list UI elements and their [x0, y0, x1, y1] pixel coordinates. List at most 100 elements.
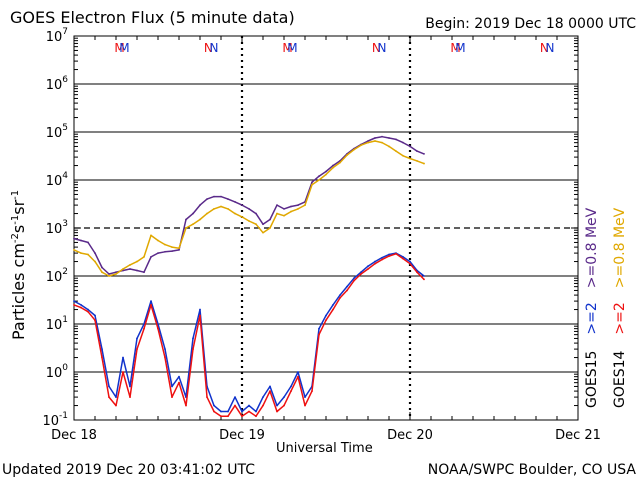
series-point-1-33 [304, 204, 306, 206]
series-point-0-35 [318, 175, 320, 178]
series-point-3-18 [199, 314, 201, 317]
series-point-2-38 [339, 294, 341, 297]
series-point-0-15 [178, 248, 180, 251]
series-point-3-47 [402, 257, 404, 260]
series-point-3-12 [157, 327, 159, 330]
legend-entry-1-0: >=2 [612, 302, 628, 334]
series-point-2-26 [255, 410, 257, 413]
series-point-0-1 [80, 239, 82, 242]
y-tick-label-2: 101 [46, 315, 68, 333]
svg-text:Particles cm-2s-1sr-1: Particles cm-2s-1sr-1 [9, 190, 28, 340]
y-tick-label-6: 105 [46, 123, 68, 141]
series-point-2-40 [353, 277, 355, 280]
series-point-2-7 [122, 356, 124, 359]
series-point-3-15 [178, 381, 180, 384]
series-point-1-22 [227, 207, 229, 210]
series-point-1-47 [402, 154, 404, 157]
series-point-3-43 [374, 262, 376, 265]
m-marker-1-1: M [287, 41, 297, 55]
series-point-0-12 [157, 252, 159, 254]
legend-group-label-1: GOES14 [612, 350, 628, 408]
series-point-3-5 [108, 396, 110, 398]
series-point-0-17 [192, 212, 194, 215]
series-point-3-24 [241, 415, 243, 418]
series-point-2-27 [262, 396, 264, 398]
series-point-1-28 [269, 227, 271, 229]
series-point-3-42 [367, 268, 369, 270]
series-point-1-8 [129, 264, 131, 266]
series-point-1-6 [115, 273, 117, 275]
series-point-3-9 [136, 348, 138, 350]
series-point-2-14 [171, 385, 173, 388]
series-point-0-21 [220, 195, 222, 198]
series-point-3-36 [325, 319, 327, 322]
series-point-3-7 [122, 371, 124, 373]
series-point-0-11 [150, 255, 152, 258]
series-point-0-24 [241, 204, 243, 206]
legend-entry-0-0: >=2 [584, 302, 600, 334]
series-point-3-1 [80, 306, 82, 309]
n-marker-1-1: N [378, 41, 387, 55]
series-point-3-3 [94, 319, 96, 322]
series-point-3-6 [115, 404, 117, 407]
m-marker-0-1: M [119, 41, 129, 55]
series-point-0-42 [367, 140, 369, 142]
series-point-3-35 [318, 333, 320, 336]
series-point-3-27 [262, 404, 264, 407]
series-point-2-28 [269, 385, 271, 388]
series-point-2-3 [94, 314, 96, 317]
series-point-3-28 [269, 390, 271, 393]
series-point-2-43 [374, 260, 376, 263]
series-point-2-33 [304, 396, 306, 398]
x-tick-label-3: Dec 21 [555, 428, 601, 443]
series-point-2-13 [164, 348, 166, 350]
x-tick-label-2: Dec 20 [387, 428, 433, 443]
series-point-0-49 [416, 150, 418, 153]
series-point-0-31 [290, 205, 292, 208]
series-point-0-4 [101, 266, 103, 269]
series-point-3-10 [143, 327, 145, 330]
series-point-3-4 [101, 356, 103, 359]
series-line-0 [73, 135, 425, 275]
series-point-3-49 [416, 271, 418, 274]
series-point-0-20 [213, 195, 215, 198]
series-point-2-32 [297, 371, 299, 373]
series-point-2-44 [381, 256, 383, 259]
series-point-1-34 [311, 183, 313, 186]
series-point-0-46 [395, 138, 397, 141]
series-point-2-15 [178, 375, 180, 378]
series-point-2-30 [283, 396, 285, 398]
legend-entry-1-1: >=0.8 MeV [612, 207, 628, 288]
series-point-1-48 [409, 157, 411, 160]
x-tick-label-0: Dec 18 [51, 428, 97, 443]
series-point-0-27 [262, 223, 264, 226]
legend-group-label-0: GOES15 [584, 351, 600, 408]
y-tick-label-7: 106 [46, 75, 69, 93]
series-point-1-26 [255, 223, 257, 226]
series-point-3-20 [213, 410, 215, 413]
series-point-1-10 [143, 255, 145, 258]
series-point-1-7 [122, 268, 124, 270]
y-tick-label-4: 103 [46, 219, 68, 237]
y-tick-label-3: 102 [46, 267, 68, 285]
series-point-3-16 [185, 404, 187, 407]
series-point-0-0 [73, 237, 75, 240]
series-point-1-18 [199, 218, 201, 221]
n-marker-2-1: N [546, 41, 555, 55]
series-point-0-25 [248, 207, 250, 210]
series-point-1-32 [297, 207, 299, 210]
series-point-3-45 [388, 255, 390, 257]
series-point-1-4 [101, 271, 103, 274]
m-marker-2-0: M [450, 41, 460, 55]
series-point-0-3 [94, 252, 96, 254]
legend: GOES15 >=2 >=0.8 MeV GOES14 >=2 >=0.8 MeV [584, 207, 628, 408]
series-point-2-18 [199, 308, 201, 311]
series-point-2-36 [325, 314, 327, 317]
series-point-1-11 [150, 234, 152, 237]
series-point-1-5 [108, 275, 110, 277]
series-point-2-4 [101, 348, 103, 350]
series-point-2-47 [402, 255, 404, 258]
series-point-3-41 [360, 273, 362, 275]
series-point-0-9 [136, 269, 138, 272]
series-point-0-50 [423, 152, 425, 155]
